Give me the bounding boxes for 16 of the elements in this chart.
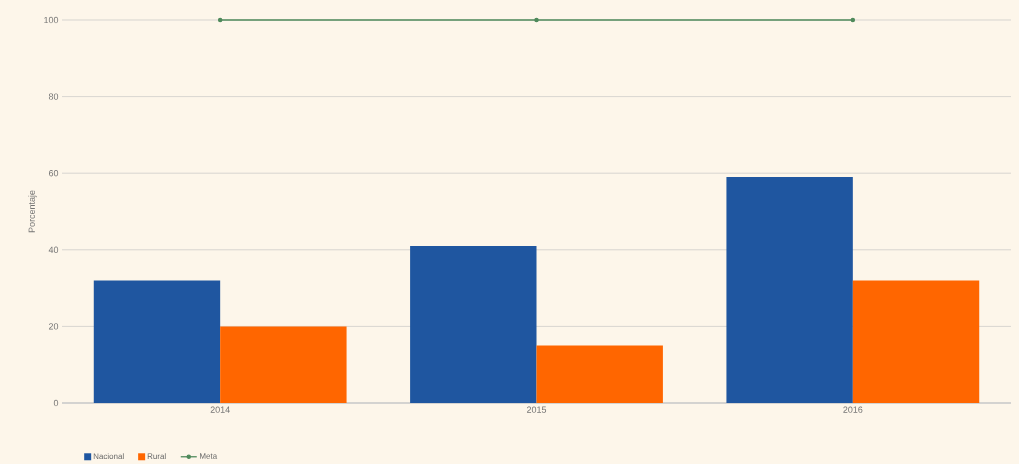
x-tick-label: 2014 <box>210 406 230 413</box>
x-tick-label: 2016 <box>843 406 863 413</box>
y-tick-label: 80 <box>48 93 59 100</box>
y-tick-label: 40 <box>48 246 59 253</box>
y-tick-label: 100 <box>44 16 59 23</box>
bar <box>536 345 663 403</box>
bar <box>852 280 980 403</box>
y-tick-label: 0 <box>53 399 59 406</box>
y-tick-label: 20 <box>48 323 59 330</box>
bar <box>220 326 347 403</box>
y-axis-title: Porcentaje <box>28 190 37 233</box>
y-tick-label: 60 <box>48 169 59 177</box>
bar <box>410 245 537 403</box>
bar <box>726 176 853 403</box>
bar <box>93 280 221 403</box>
x-tick-label: 2015 <box>526 406 547 413</box>
